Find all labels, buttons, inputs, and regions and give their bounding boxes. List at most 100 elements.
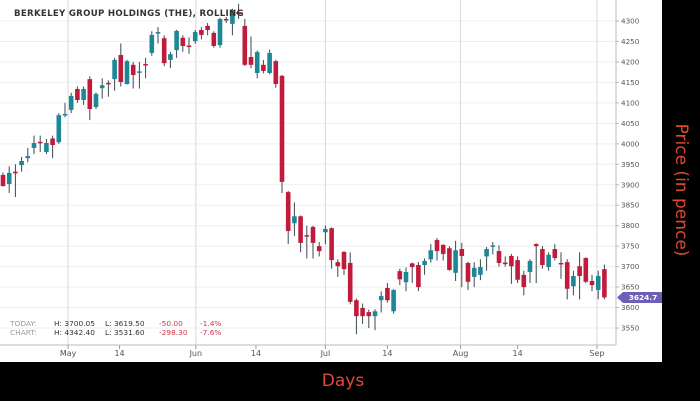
candle-body: [459, 249, 465, 256]
x-tick-label: Jul: [320, 349, 331, 358]
axes: 3550 3600 3650 3700 3750 3800 3850 3900 3950 4000…: [0, 0, 662, 358]
candle-body: [118, 54, 124, 83]
candle: [583, 257, 589, 284]
candle-body: [552, 249, 558, 259]
candle: [205, 23, 210, 36]
candle: [6, 166, 12, 193]
candle-body: [273, 61, 279, 85]
candle-body: [347, 262, 353, 302]
candle: [347, 252, 353, 305]
candle-body: [329, 228, 334, 261]
candle: [292, 202, 297, 236]
candle: [31, 135, 37, 155]
candle-body: [161, 38, 167, 64]
candle-body: [68, 95, 74, 110]
y-tick-label: 3900: [621, 180, 640, 189]
candle: [118, 43, 124, 87]
x-tick-label: 14: [382, 349, 392, 358]
candle-body: [316, 246, 322, 252]
candle: [168, 51, 173, 69]
candle: [106, 80, 111, 97]
candle: [25, 147, 31, 163]
candle-body: [93, 93, 99, 107]
candle-body: [447, 248, 452, 270]
candle: [434, 237, 440, 261]
plot-background: [0, 0, 662, 362]
candles: [0, 3, 607, 335]
candle-body: [6, 172, 12, 184]
candle-body: [564, 262, 570, 289]
x-tick-label: Jun: [189, 349, 203, 358]
candle: [211, 31, 217, 48]
candle: [447, 246, 452, 271]
candle: [44, 138, 49, 155]
candle: [521, 270, 527, 296]
current-price-tag: [617, 291, 662, 303]
candle: [13, 164, 18, 198]
x-axis-title: Days: [321, 371, 365, 391]
candle: [459, 242, 465, 288]
x-tick-label: 14: [513, 349, 523, 358]
candle: [199, 27, 204, 40]
candle-body: [428, 250, 434, 260]
candle: [217, 17, 223, 48]
candle: [261, 59, 266, 74]
candle-body: [422, 260, 427, 266]
candle-body: [0, 174, 6, 186]
candle-body: [192, 32, 198, 42]
candle-body: [409, 263, 415, 268]
candle-body: [434, 240, 440, 252]
candle: [502, 256, 508, 267]
candle-body: [168, 54, 173, 60]
candle: [323, 225, 328, 245]
chart-high: H: 4342.40: [54, 328, 95, 337]
candle-body: [106, 82, 111, 85]
candle-body: [335, 262, 341, 267]
candle-body: [186, 45, 192, 48]
candle-body: [149, 34, 155, 53]
candle-body: [403, 271, 409, 283]
today-pct: -1.4%: [200, 319, 222, 328]
candle: [236, 3, 241, 19]
x-tick-label: 14: [251, 349, 261, 358]
candle-body: [261, 64, 266, 71]
candle-body: [292, 216, 297, 224]
candle: [546, 252, 551, 271]
candle-body: [602, 269, 607, 298]
candle: [416, 262, 421, 292]
candle-body: [546, 254, 551, 268]
candle-body: [509, 255, 514, 267]
y-tick-label: 4200: [621, 57, 640, 66]
x-tick-label: Aug: [453, 349, 469, 358]
candle: [335, 259, 341, 277]
candle: [403, 267, 409, 292]
candle: [223, 16, 229, 24]
candle: [81, 86, 86, 105]
candle: [564, 259, 570, 300]
candle: [93, 92, 99, 110]
candle: [99, 78, 105, 99]
candle-body: [416, 265, 421, 288]
candle: [571, 270, 576, 296]
candle-body: [372, 311, 378, 317]
gridlines: [0, 0, 616, 345]
candle-body: [540, 249, 545, 266]
candle-body: [248, 57, 254, 65]
candle-body: [478, 267, 483, 275]
candle-body: [75, 88, 80, 101]
chart-pct: -7.6%: [200, 328, 222, 337]
candle-body: [515, 260, 520, 280]
candle: [490, 242, 496, 255]
y-tick-label: 4000: [621, 139, 640, 148]
candle-body: [521, 274, 527, 288]
candle-body: [143, 63, 148, 66]
candle-body: [385, 287, 390, 301]
candle-body: [465, 262, 471, 282]
candle-body: [44, 143, 49, 153]
candle: [279, 75, 285, 193]
candle-body: [62, 113, 68, 116]
candle: [180, 35, 186, 52]
candle: [391, 289, 396, 314]
candle: [496, 245, 502, 267]
